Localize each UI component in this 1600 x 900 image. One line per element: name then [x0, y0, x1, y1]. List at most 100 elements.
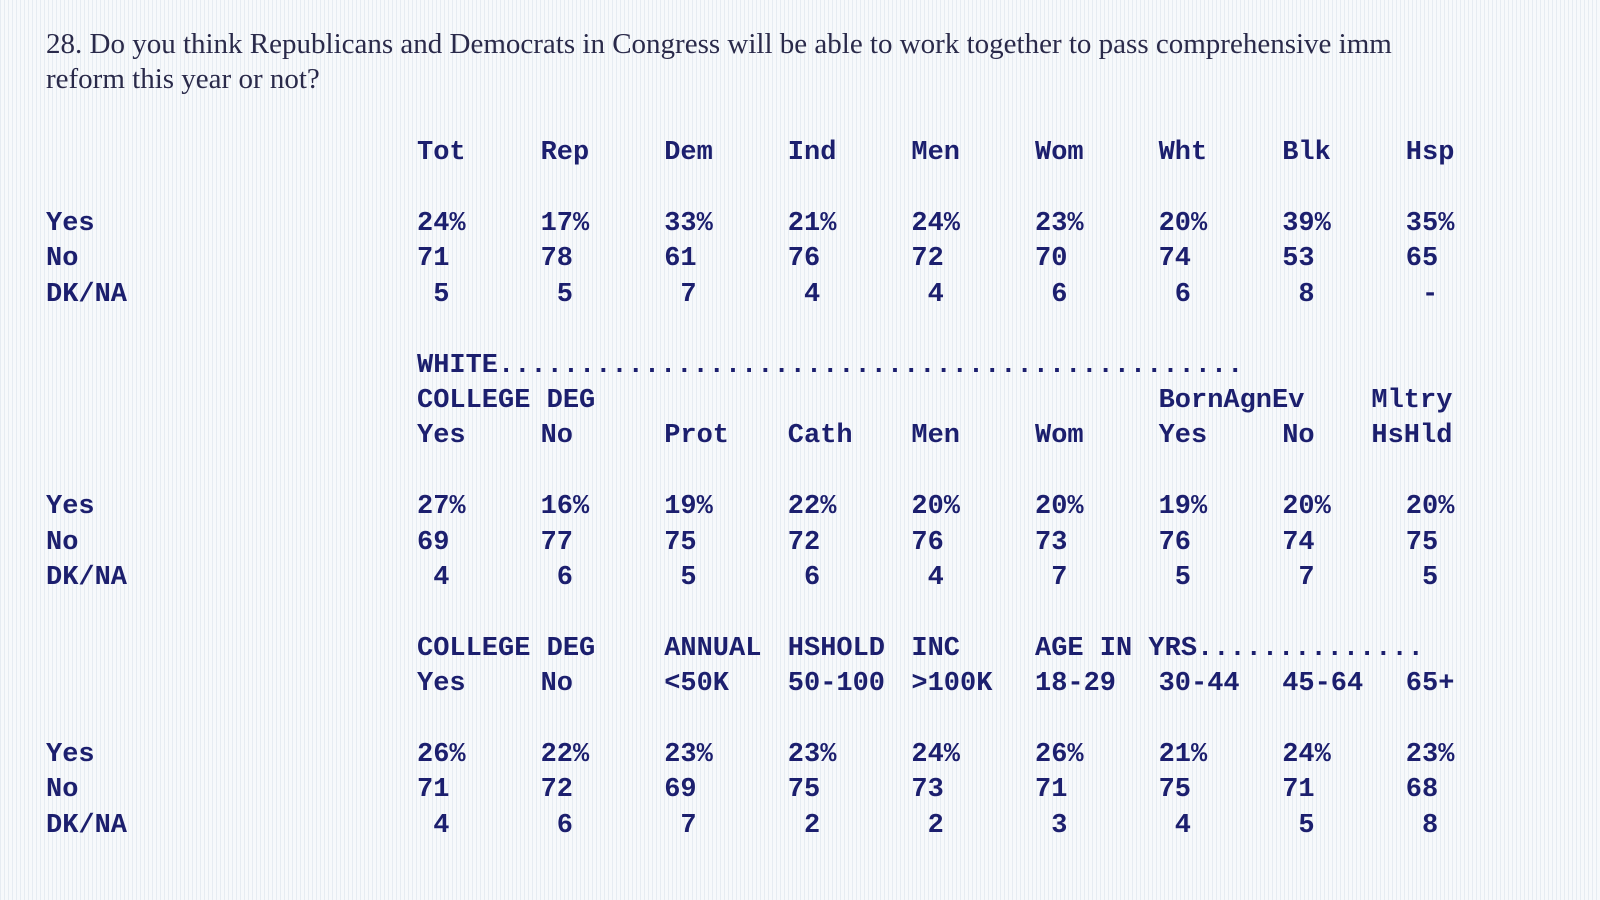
cell-value: 6: [556, 810, 573, 841]
cell-value: 71: [1282, 775, 1315, 806]
cell-value: 2: [803, 810, 821, 841]
cell-value: 72: [540, 775, 573, 806]
column-header: Yes: [417, 669, 466, 700]
column-header: No: [540, 421, 573, 452]
cell-value: 74: [1158, 244, 1191, 275]
cell-value: 4: [1174, 810, 1191, 841]
cell-value: 7: [1298, 563, 1315, 593]
cell-value: 26%: [1035, 740, 1084, 770]
cell-value: 6: [1051, 279, 1068, 310]
column-header: No: [540, 669, 573, 700]
cell-value: 24%: [1282, 740, 1331, 770]
cell-value: 22%: [540, 740, 590, 770]
column-header: Hsp: [1405, 138, 1455, 169]
cell-value: 20%: [1405, 492, 1455, 523]
cell-value: 5: [1421, 563, 1439, 593]
cell-value: 72: [787, 527, 821, 558]
cell-value: 73: [911, 775, 944, 806]
cell-value: 20%: [911, 492, 960, 523]
cell-value: 61: [664, 244, 697, 275]
cell-value: 35%: [1405, 209, 1455, 239]
cell-value: 75: [664, 527, 697, 558]
column-header: HsHld: [1371, 421, 1453, 452]
cell-value: 8: [1298, 279, 1315, 310]
column-header: WHITE...................................…: [417, 350, 1244, 381]
row-label: No: [46, 527, 79, 558]
cell-value: 39%: [1282, 209, 1331, 239]
cell-value: 24%: [911, 740, 960, 770]
cell-value: 23%: [1405, 740, 1455, 770]
row-label: Yes: [46, 492, 95, 523]
cell-value: 17%: [540, 209, 590, 239]
cell-value: 4: [433, 563, 450, 593]
column-header: Ind: [787, 138, 837, 169]
column-header: 45-64: [1282, 669, 1364, 700]
cell-value: 78: [540, 244, 573, 275]
cell-value: 3: [1051, 810, 1068, 841]
cell-value: 7: [680, 810, 697, 841]
cell-value: 19%: [1158, 492, 1208, 523]
column-header: BornAgnEv: [1158, 386, 1305, 416]
row-label: No: [46, 244, 79, 275]
column-header: Prot: [664, 421, 729, 452]
cell-value: 6: [803, 563, 821, 593]
cell-value: 70: [1035, 244, 1068, 275]
column-header: 50-100: [787, 669, 886, 700]
row-label: DK/NA: [46, 810, 128, 841]
cell-value: 4: [433, 810, 450, 841]
cell-value: 24%: [911, 209, 960, 239]
cell-value: 6: [556, 563, 573, 593]
cell-value: 53: [1282, 244, 1315, 275]
cell-value: 71: [417, 244, 450, 275]
column-header: Mltry: [1371, 386, 1453, 416]
row-label: DK/NA: [46, 279, 128, 310]
cell-value: 5: [1298, 810, 1315, 841]
cell-value: 5: [433, 279, 450, 310]
cell-value: 76: [1158, 527, 1191, 558]
row-label: Yes: [46, 209, 95, 239]
cell-value: 27%: [417, 492, 466, 523]
cell-value: 23%: [664, 740, 713, 770]
column-header: Cath: [787, 421, 853, 452]
cell-value: -: [1421, 279, 1439, 310]
cell-value: 21%: [1158, 740, 1208, 770]
cell-value: 69: [664, 775, 697, 806]
cell-value: 68: [1405, 775, 1439, 806]
column-header: COLLEGE DEG: [417, 386, 596, 416]
cell-value: 23%: [1035, 209, 1084, 239]
column-header: ANNUAL: [664, 633, 762, 664]
column-header: >100K: [911, 669, 993, 700]
column-header: AGE IN YRS..............: [1035, 633, 1424, 664]
cell-value: 6: [1174, 279, 1191, 310]
cell-value: 69: [417, 527, 450, 558]
column-header: HSHOLD: [787, 633, 886, 664]
column-header: Dem: [664, 138, 713, 169]
cell-value: 75: [1405, 527, 1439, 558]
column-header: Wht: [1158, 138, 1208, 169]
column-header: 30-44: [1158, 669, 1240, 700]
column-header: COLLEGE DEG: [417, 633, 596, 664]
cell-value: 73: [1035, 527, 1068, 558]
cell-value: 7: [680, 279, 697, 310]
column-header: Wom: [1035, 138, 1084, 169]
cell-value: 20%: [1035, 492, 1084, 523]
cell-value: 33%: [664, 209, 713, 239]
cell-value: 19%: [664, 492, 713, 523]
row-label: DK/NA: [46, 563, 128, 593]
column-header: INC: [911, 633, 960, 664]
cell-value: 71: [1035, 775, 1068, 806]
column-header: Men: [911, 138, 960, 169]
column-header: No: [1282, 421, 1315, 452]
column-header: Yes: [417, 421, 466, 452]
cell-value: 77: [540, 527, 573, 558]
column-header: <50K: [664, 669, 729, 700]
cell-value: 5: [680, 563, 697, 593]
column-header: Tot: [417, 138, 466, 169]
cell-value: 7: [1051, 563, 1068, 593]
cell-value: 76: [911, 527, 944, 558]
column-header: 65+: [1405, 669, 1455, 700]
column-header: Wom: [1035, 421, 1084, 452]
cell-value: 20%: [1282, 492, 1331, 523]
cell-value: 5: [1174, 563, 1191, 593]
